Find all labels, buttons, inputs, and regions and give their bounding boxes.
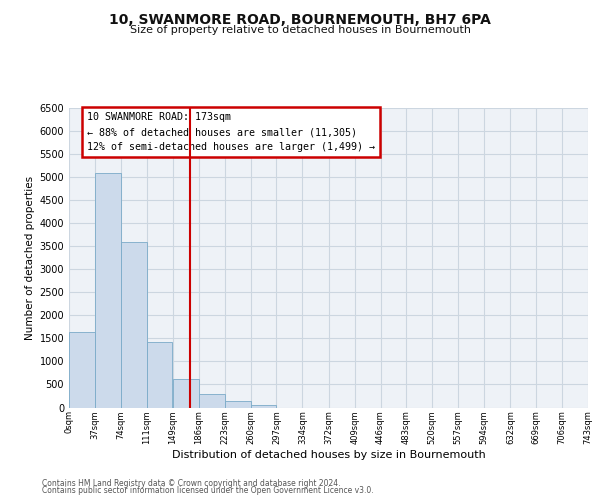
X-axis label: Distribution of detached houses by size in Bournemouth: Distribution of detached houses by size … (172, 450, 485, 460)
Text: 10 SWANMORE ROAD: 173sqm
← 88% of detached houses are smaller (11,305)
12% of se: 10 SWANMORE ROAD: 173sqm ← 88% of detach… (87, 112, 375, 152)
Bar (121, 242, 146, 408)
Text: 10, SWANMORE ROAD, BOURNEMOUTH, BH7 6PA: 10, SWANMORE ROAD, BOURNEMOUTH, BH7 6PA (109, 12, 491, 26)
Bar (199, 394, 225, 407)
Text: Size of property relative to detached houses in Bournemouth: Size of property relative to detached ho… (130, 25, 470, 35)
Bar (146, 342, 172, 407)
Text: Contains public sector information licensed under the Open Government Licence v3: Contains public sector information licen… (42, 486, 374, 495)
Bar (173, 379, 199, 408)
Bar (69, 332, 95, 407)
Bar (225, 401, 251, 407)
Bar (251, 405, 277, 407)
Text: Contains HM Land Registry data © Crown copyright and database right 2024.: Contains HM Land Registry data © Crown c… (42, 478, 341, 488)
Y-axis label: Number of detached properties: Number of detached properties (25, 176, 35, 340)
Bar (95, 173, 121, 408)
